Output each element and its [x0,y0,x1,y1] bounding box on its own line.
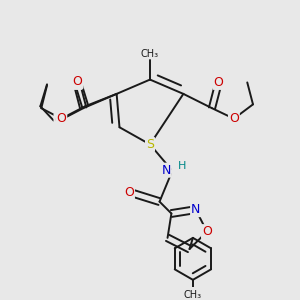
Text: O: O [202,225,212,238]
Text: H: H [178,161,187,171]
Text: CH₃: CH₃ [184,290,202,300]
Text: CH₃: CH₃ [141,49,159,59]
Text: O: O [72,76,82,89]
Text: O: O [124,186,134,199]
Text: O: O [73,75,82,88]
Text: O: O [229,112,239,125]
Text: S: S [146,138,154,151]
Text: N: N [161,164,171,177]
Text: O: O [55,114,64,127]
Text: O: O [56,112,66,125]
Text: N: N [191,203,200,216]
Text: O: O [214,76,224,89]
